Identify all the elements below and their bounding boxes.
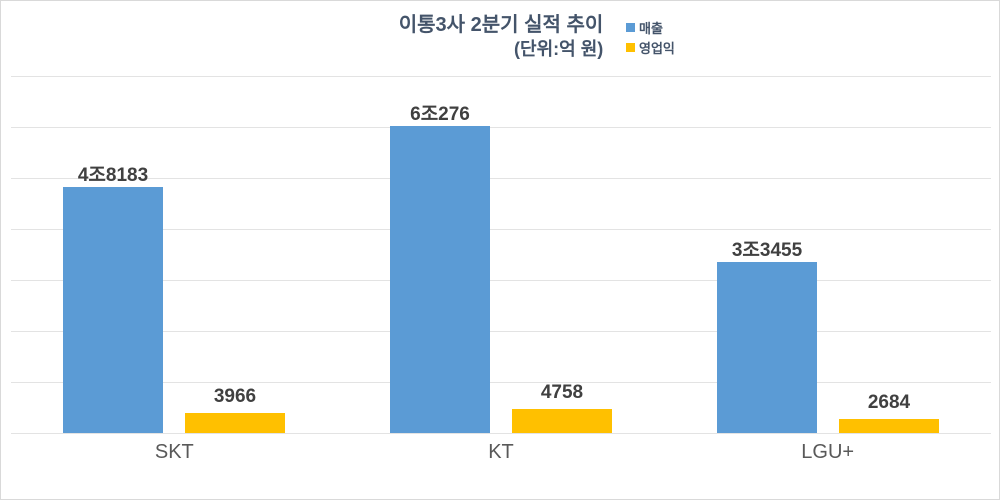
legend-item-operating-profit: 영업익	[626, 37, 675, 57]
bar-value-label: 6조276	[410, 104, 470, 125]
bar-value-label: 3조3455	[731, 240, 803, 261]
bar-매출-KT	[390, 126, 490, 433]
gridline	[11, 229, 991, 230]
x-axis-label-KT: KT	[488, 441, 514, 463]
chart-title: 이통3사 2분기 실적 추이	[398, 14, 604, 36]
legend-label-operating-profit: 영업익	[639, 40, 675, 56]
title-block: 이통3사 2분기 실적 추이 (단위:억 원)	[1, 13, 999, 61]
gridline	[11, 127, 991, 128]
x-axis-label-LGU+: LGU+	[801, 441, 855, 463]
legend-label-revenue: 매출	[639, 20, 663, 36]
bar-매출-SKT	[63, 187, 163, 433]
legend: 매출 영업익	[626, 17, 675, 57]
bar-영업익-LGU+	[839, 419, 939, 433]
chart-subtitle: (단위:억 원)	[514, 39, 604, 59]
legend-item-revenue: 매출	[626, 17, 675, 37]
operating-profit-swatch-icon	[626, 42, 635, 52]
gridline	[11, 331, 991, 332]
x-axis-label-SKT: SKT	[154, 441, 194, 463]
bar-value-label: 3966	[213, 386, 257, 407]
bar-value-label: 4758	[540, 382, 584, 403]
revenue-swatch-icon	[626, 22, 635, 32]
x-axis: SKT KT LGU+	[11, 441, 991, 464]
bar-value-label: 4조8183	[77, 165, 149, 186]
bar-영업익-KT	[512, 409, 612, 433]
gridline	[11, 280, 991, 281]
plot-area: 4조8183 3966 6조276 4758 3조3455 2684	[11, 76, 991, 434]
bar-매출-LGU+	[717, 262, 817, 433]
bar-value-label: 2684	[867, 392, 911, 413]
bar-영업익-SKT	[185, 413, 285, 433]
gridline	[11, 433, 991, 434]
gridline	[11, 76, 991, 77]
gridline	[11, 382, 991, 383]
gridline	[11, 178, 991, 179]
